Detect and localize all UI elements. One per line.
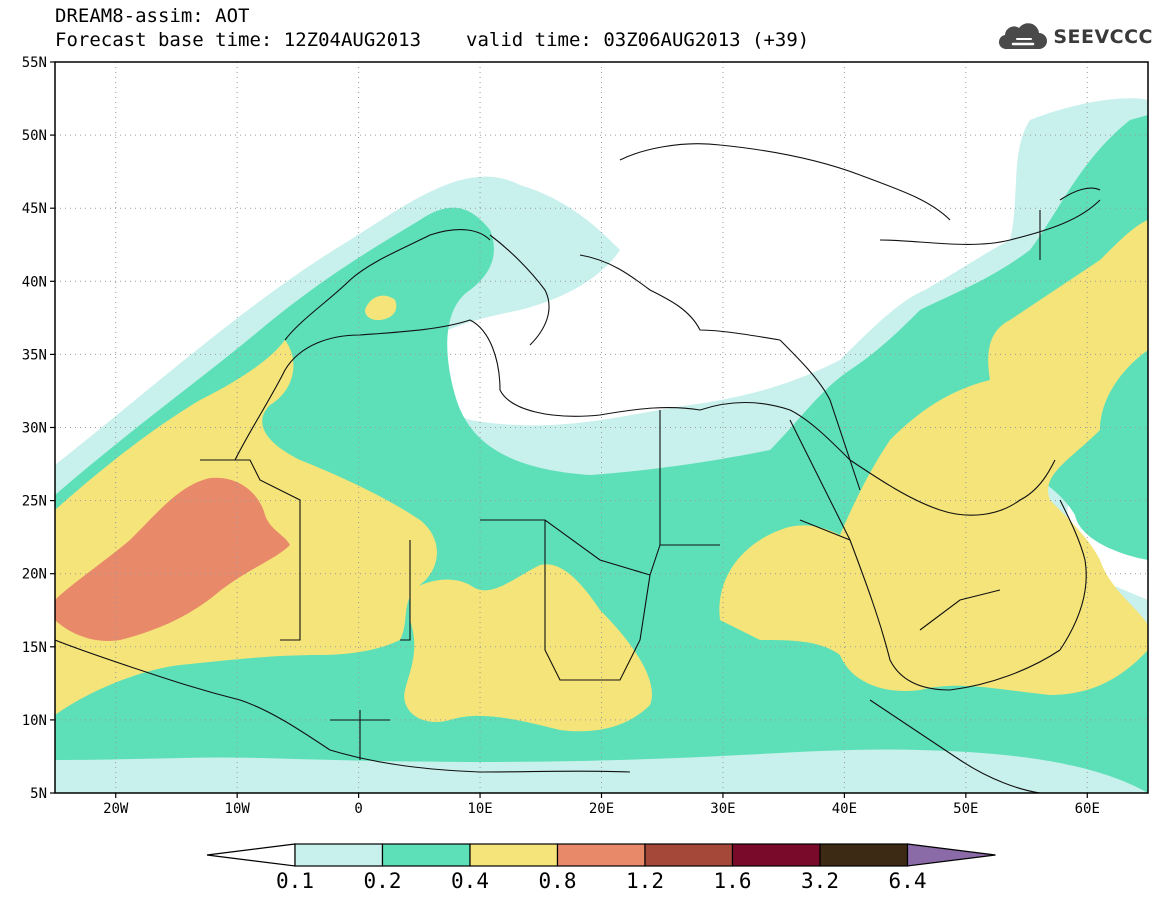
colorbar-label: 0.1 (276, 869, 314, 893)
colorbar-label: 1.6 (714, 869, 752, 893)
aot-field-0.4-sahel (404, 564, 652, 732)
aot-field-0.4-corsica (365, 295, 397, 320)
colorbar-label: 0.8 (539, 869, 577, 893)
coastlines (55, 143, 1101, 793)
latitude-axis: 55N 50N 45N 40N 35N 30N 25N 20N 15N 10N 5N (22, 55, 55, 802)
lat-label: 55N (22, 55, 47, 71)
colorbar-segment (819, 843, 909, 867)
lon-label: 60E (1075, 801, 1100, 817)
longitude-axis: 20W 10W 0 10E 20E 30E 40E 50E 60E (103, 793, 1100, 817)
lon-label: 50E (953, 801, 978, 817)
lat-label: 50N (22, 128, 47, 144)
colorbar-segment (644, 843, 734, 867)
lon-label: 10W (225, 801, 251, 817)
lon-label: 20E (589, 801, 614, 817)
lon-label: 10E (467, 801, 492, 817)
valid-time: valid time: 03Z06AUG2013 (+39) (466, 29, 810, 51)
colorbar-arrow-low (206, 843, 296, 867)
lat-label: 30N (22, 421, 47, 437)
colorbar-segment (294, 843, 384, 867)
lat-label: 25N (22, 494, 47, 510)
colorbar-label: 0.2 (364, 869, 402, 893)
lon-label: 0 (354, 801, 362, 817)
aot-field-0.8 (55, 477, 290, 641)
cloud-icon (999, 23, 1048, 50)
lon-label: 30E (710, 801, 735, 817)
colorbar-segment (381, 843, 471, 867)
grid-lines (55, 62, 1148, 793)
lat-label: 10N (22, 713, 47, 729)
map-title: DREAM8-assim: AOT (55, 5, 250, 27)
colorbar-segment (731, 843, 821, 867)
colorbar-label: 1.2 (626, 869, 664, 893)
colorbar-label: 3.2 (801, 869, 839, 893)
lon-label: 20W (103, 801, 129, 817)
logo-text: SEEVCCC (1053, 26, 1153, 48)
lat-label: 20N (22, 567, 47, 583)
lat-label: 15N (22, 640, 47, 656)
lat-label: 35N (22, 347, 47, 363)
colorbar-segment (469, 843, 559, 867)
lat-label: 40N (22, 274, 47, 290)
colorbar-arrow-high (906, 843, 996, 867)
aot-field-0.4-east (719, 220, 1148, 695)
lat-label: 5N (30, 786, 47, 802)
base-time: Forecast base time: 12Z04AUG2013 (55, 29, 422, 51)
colorbar-segment (556, 843, 646, 867)
seevccc-logo: SEEVCCC (997, 22, 1153, 52)
lat-label: 45N (22, 201, 47, 217)
colorbar-label: 6.4 (889, 869, 927, 893)
time-info: Forecast base time: 12Z04AUG2013 valid ti… (55, 30, 809, 50)
colorbar: 0.1 0.2 0.4 0.8 1.2 1.6 3.2 6.4 (206, 843, 996, 893)
colorbar-label: 0.4 (451, 869, 489, 893)
lon-label: 40E (832, 801, 857, 817)
aot-fields (55, 98, 1148, 793)
